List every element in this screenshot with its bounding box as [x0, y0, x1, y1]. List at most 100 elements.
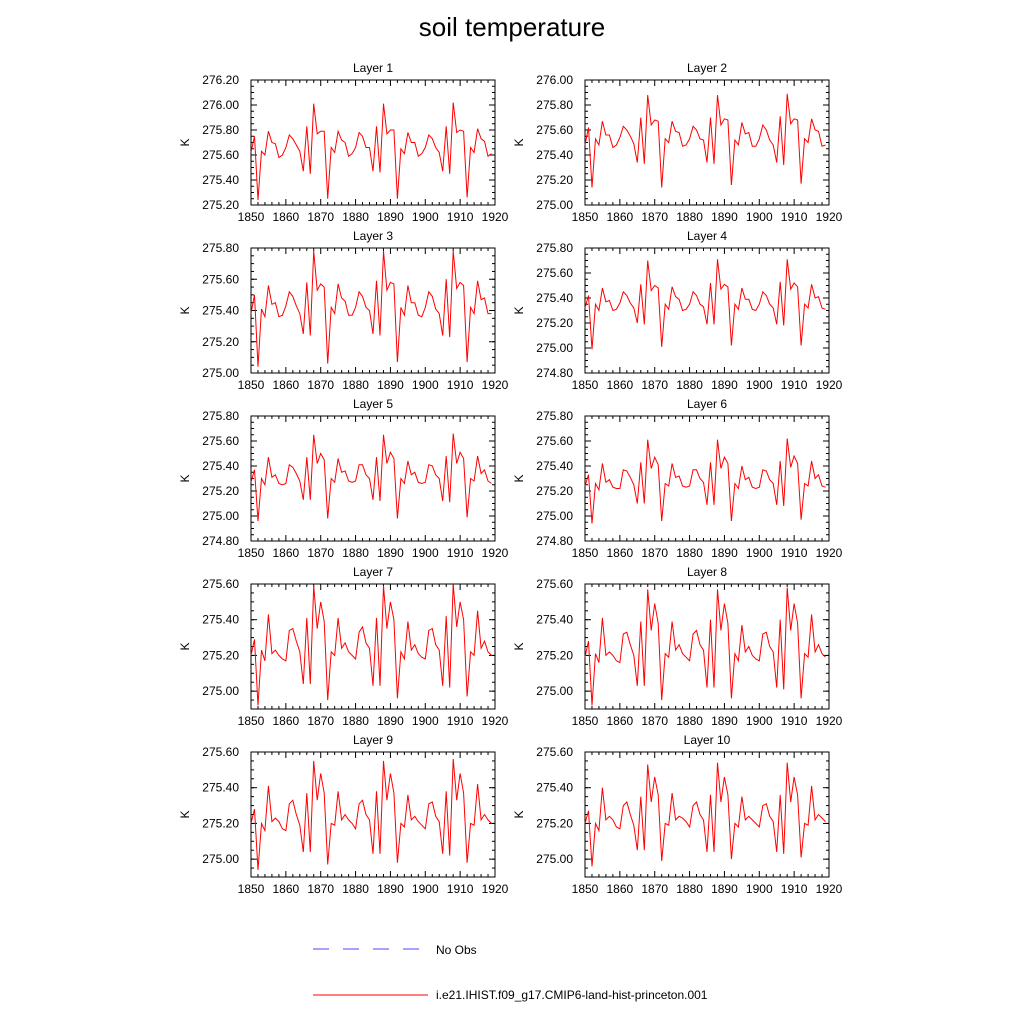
panel-title: Layer 7 [353, 565, 393, 579]
series-line [250, 433, 492, 522]
x-tick-label: 1880 [342, 378, 369, 392]
y-tick-label: 275.20 [202, 816, 239, 830]
y-tick-label: 275.20 [202, 335, 239, 349]
plot-frame [250, 415, 496, 542]
y-tick-label: 275.20 [202, 198, 239, 212]
y-tick-label: 275.40 [536, 459, 573, 473]
series-line [250, 759, 492, 870]
x-tick-label: 1920 [482, 378, 509, 392]
x-tick-label: 1890 [377, 882, 404, 896]
x-tick-label: 1900 [746, 546, 773, 560]
y-tick-label: 276.00 [536, 73, 573, 87]
x-tick-label: 1900 [412, 882, 439, 896]
x-tick-label: 1860 [273, 714, 300, 728]
x-tick-label: 1890 [377, 210, 404, 224]
x-tick-label: 1860 [607, 714, 634, 728]
panel-title: Layer 4 [687, 229, 727, 243]
x-tick-label: 1860 [273, 546, 300, 560]
y-tick-label: 275.00 [202, 509, 239, 523]
chart-panel-1: Layer 1 K 1850 1860 1870 1880 1890 1900 1910 1920… [178, 61, 509, 224]
y-tick-label: 275.60 [536, 434, 573, 448]
x-tick-label: 1860 [607, 882, 634, 896]
panel-title: Layer 9 [353, 733, 393, 747]
x-tick-label: 1900 [746, 882, 773, 896]
x-tick-label: 1860 [273, 882, 300, 896]
panel-title: Layer 8 [687, 565, 727, 579]
x-tick-label: 1880 [676, 882, 703, 896]
y-axis-label: K [512, 306, 526, 314]
series-line [584, 259, 826, 350]
panel-title: Layer 2 [687, 61, 727, 75]
x-tick-label: 1920 [816, 378, 843, 392]
legend: No Obs i.e21.IHIST.f09_g17.CMIP6-land-his… [313, 943, 708, 1002]
x-tick-label: 1870 [641, 546, 668, 560]
y-tick-label: 276.00 [202, 98, 239, 112]
y-tick-label: 275.00 [536, 341, 573, 355]
legend-label-sim: i.e21.IHIST.f09_g17.CMIP6-land-hist-prin… [436, 988, 708, 1002]
y-tick-label: 275.20 [536, 316, 573, 330]
series-line [584, 587, 826, 706]
y-tick-label: 275.60 [202, 434, 239, 448]
series-line [584, 762, 826, 867]
series-line [250, 102, 492, 201]
x-tick-label: 1850 [238, 714, 265, 728]
x-tick-label: 1920 [816, 882, 843, 896]
y-tick-label: 275.20 [536, 816, 573, 830]
x-tick-label: 1850 [238, 210, 265, 224]
series-line [250, 251, 492, 367]
x-tick-label: 1900 [412, 210, 439, 224]
x-tick-label: 1890 [711, 882, 738, 896]
x-tick-label: 1920 [482, 210, 509, 224]
x-tick-label: 1860 [273, 378, 300, 392]
x-tick-label: 1850 [572, 882, 599, 896]
panel-title: Layer 5 [353, 397, 393, 411]
y-tick-label: 275.00 [536, 509, 573, 523]
x-tick-label: 1900 [412, 378, 439, 392]
y-tick-label: 275.40 [202, 459, 239, 473]
x-tick-label: 1870 [307, 378, 334, 392]
x-tick-label: 1910 [447, 714, 474, 728]
y-tick-label: 275.40 [536, 148, 573, 162]
y-axis-label: K [178, 642, 192, 650]
y-tick-label: 275.40 [202, 613, 239, 627]
y-tick-label: 275.60 [536, 577, 573, 591]
x-tick-label: 1870 [307, 546, 334, 560]
y-tick-label: 275.00 [536, 684, 573, 698]
y-tick-label: 274.80 [536, 366, 573, 380]
y-tick-label: 275.80 [536, 98, 573, 112]
y-axis-label: K [178, 810, 192, 818]
y-tick-label: 275.00 [202, 684, 239, 698]
y-tick-label: 275.00 [202, 366, 239, 380]
x-tick-label: 1870 [307, 210, 334, 224]
x-tick-label: 1900 [412, 714, 439, 728]
y-tick-label: 275.20 [202, 648, 239, 662]
y-tick-label: 274.80 [202, 534, 239, 548]
x-tick-label: 1910 [781, 546, 808, 560]
x-tick-label: 1910 [447, 210, 474, 224]
x-tick-label: 1890 [377, 378, 404, 392]
x-tick-label: 1890 [711, 378, 738, 392]
chart-panel-9: Layer 9 K 1850 1860 1870 1880 1890 1900 1910 1920… [178, 733, 509, 896]
x-tick-label: 1890 [377, 546, 404, 560]
y-tick-label: 275.60 [536, 745, 573, 759]
y-tick-label: 275.40 [202, 173, 239, 187]
y-tick-label: 275.00 [536, 198, 573, 212]
chart-panel-7: Layer 7 K 1850 1860 1870 1880 1890 1900 1910 1920… [178, 565, 509, 728]
chart-panel-4: Layer 4 K 1850 1860 1870 1880 1890 1900 1910 1920… [512, 229, 843, 392]
x-tick-label: 1870 [641, 210, 668, 224]
chart-panel-10: Layer 10 K 1850 1860 1870 1880 1890 1900 1910 192… [512, 733, 843, 896]
panel-title: Layer 3 [353, 229, 393, 243]
panel-title: Layer 6 [687, 397, 727, 411]
x-tick-label: 1880 [342, 882, 369, 896]
x-tick-label: 1860 [607, 210, 634, 224]
x-tick-label: 1910 [447, 378, 474, 392]
y-tick-label: 275.20 [202, 484, 239, 498]
chart-panel-3: Layer 3 K 1850 1860 1870 1880 1890 1900 1910 1920… [178, 229, 509, 392]
y-tick-label: 274.80 [536, 534, 573, 548]
y-axis-label: K [512, 642, 526, 650]
x-tick-label: 1850 [572, 546, 599, 560]
x-tick-label: 1900 [746, 378, 773, 392]
y-tick-label: 275.40 [536, 613, 573, 627]
x-tick-label: 1890 [377, 714, 404, 728]
